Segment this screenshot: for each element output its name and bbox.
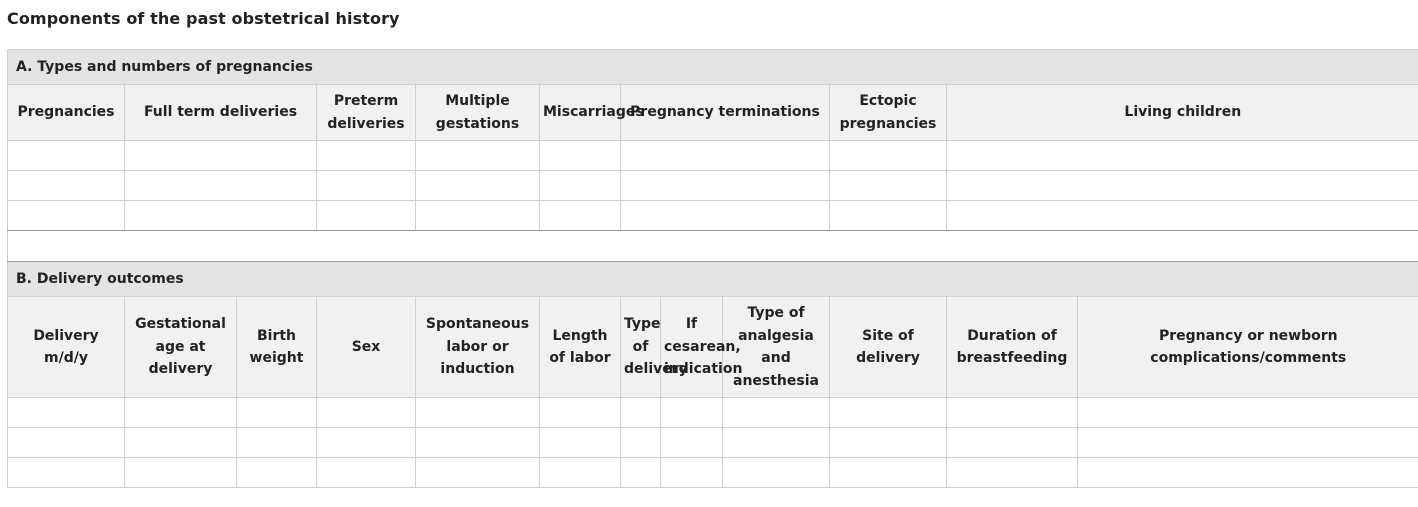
input-cell[interactable]: [829, 140, 947, 171]
input-cell[interactable]: [1076, 397, 1418, 428]
table-row: [7, 397, 1418, 428]
col-header-pregnancy-terminations: Pregnancy terminations: [620, 84, 830, 141]
col-header-multiple-gestations: Multiple gestations: [415, 84, 540, 141]
col-header-analgesia-anesthesia: Type of analgesia and anesthesia: [722, 296, 830, 398]
input-cell[interactable]: [7, 140, 125, 171]
input-cell[interactable]: [620, 397, 661, 428]
input-cell[interactable]: [1076, 457, 1418, 488]
input-cell[interactable]: [945, 170, 1418, 201]
input-cell[interactable]: [415, 200, 540, 231]
col-header-labor-type: Spontaneous labor or induction: [415, 296, 540, 398]
col-header-site-of-delivery: Site of delivery: [829, 296, 947, 398]
input-cell[interactable]: [124, 457, 237, 488]
input-cell[interactable]: [415, 397, 540, 428]
input-cell[interactable]: [124, 427, 237, 458]
input-cell[interactable]: [124, 170, 317, 201]
col-header-miscarriages: Miscarriages: [539, 84, 644, 141]
input-cell[interactable]: [539, 397, 621, 428]
col-header-cesarean-indication: If cesarean, indication: [660, 296, 742, 398]
input-cell[interactable]: [660, 397, 723, 428]
input-cell[interactable]: [829, 457, 947, 488]
input-cell[interactable]: [415, 140, 540, 171]
input-cell[interactable]: [539, 170, 621, 201]
input-cell[interactable]: [7, 397, 125, 428]
input-cell[interactable]: [539, 140, 621, 171]
input-cell[interactable]: [7, 170, 125, 201]
input-cell[interactable]: [236, 427, 317, 458]
input-cell[interactable]: [415, 427, 540, 458]
table-row: [7, 457, 1418, 488]
input-cell[interactable]: [620, 170, 830, 201]
input-cell[interactable]: [722, 427, 830, 458]
col-header-type-of-delivery: Type of delivery: [620, 296, 688, 398]
input-cell[interactable]: [722, 457, 830, 488]
input-cell[interactable]: [316, 140, 416, 171]
input-cell[interactable]: [7, 200, 125, 231]
col-header-pregnancies: Pregnancies: [7, 84, 125, 141]
section-a-header-row: Pregnancies Full term deliveries Preterm…: [7, 84, 1418, 141]
col-header-ectopic-pregnancies: Ectopic pregnancies: [829, 84, 947, 141]
col-header-breastfeeding-duration: Duration of breastfeeding: [946, 296, 1078, 398]
section-b-header-row: Delivery m/d/y Gestational age at deliver…: [7, 296, 1418, 398]
section-spacer: [6, 230, 1418, 262]
input-cell[interactable]: [829, 170, 947, 201]
col-header-length-of-labor: Length of labor: [539, 296, 621, 398]
col-header-birth-weight: Birth weight: [236, 296, 317, 398]
spacer-cell: [6, 230, 1418, 262]
col-header-sex: Sex: [316, 296, 416, 398]
table-row: [7, 170, 1418, 201]
input-cell[interactable]: [415, 170, 540, 201]
input-cell[interactable]: [945, 140, 1418, 171]
input-cell[interactable]: [316, 200, 416, 231]
page-title: Components of the past obstetrical histo…: [7, 9, 400, 28]
input-cell[interactable]: [660, 457, 723, 488]
input-cell[interactable]: [620, 457, 661, 488]
input-cell[interactable]: [124, 140, 317, 171]
input-cell[interactable]: [316, 457, 416, 488]
input-cell[interactable]: [316, 170, 416, 201]
col-header-complications-comments: Pregnancy or newborn complications/comme…: [1076, 296, 1418, 398]
input-cell[interactable]: [946, 427, 1078, 458]
input-cell[interactable]: [539, 427, 621, 458]
section-a-heading: A. Types and numbers of pregnancies: [6, 49, 1418, 85]
obstetrical-history-table: A. Types and numbers of pregnancies Preg…: [6, 49, 1418, 488]
input-cell[interactable]: [124, 200, 317, 231]
col-header-gestational-age: Gestational age at delivery: [124, 296, 237, 398]
input-cell[interactable]: [539, 457, 621, 488]
input-cell[interactable]: [945, 200, 1418, 231]
input-cell[interactable]: [539, 200, 621, 231]
input-cell[interactable]: [620, 140, 830, 171]
input-cell[interactable]: [124, 397, 237, 428]
input-cell[interactable]: [620, 200, 830, 231]
input-cell[interactable]: [829, 397, 947, 428]
input-cell[interactable]: [620, 427, 661, 458]
input-cell[interactable]: [236, 397, 317, 428]
input-cell[interactable]: [415, 457, 540, 488]
input-cell[interactable]: [946, 457, 1078, 488]
input-cell[interactable]: [316, 397, 416, 428]
input-cell[interactable]: [7, 457, 125, 488]
input-cell[interactable]: [316, 427, 416, 458]
section-b-heading: B. Delivery outcomes: [6, 261, 1418, 297]
input-cell[interactable]: [829, 200, 947, 231]
input-cell[interactable]: [236, 457, 317, 488]
input-cell[interactable]: [946, 397, 1078, 428]
col-header-living-children: Living children: [945, 84, 1418, 141]
table-row: [7, 200, 1418, 231]
table-row: [7, 427, 1418, 458]
input-cell[interactable]: [1076, 427, 1418, 458]
input-cell[interactable]: [660, 427, 723, 458]
table-row: [7, 140, 1418, 171]
col-header-preterm-deliveries: Preterm deliveries: [316, 84, 416, 141]
col-header-delivery-date: Delivery m/d/y: [7, 296, 125, 398]
input-cell[interactable]: [829, 427, 947, 458]
input-cell[interactable]: [7, 427, 125, 458]
input-cell[interactable]: [722, 397, 830, 428]
col-header-full-term-deliveries: Full term deliveries: [124, 84, 317, 141]
